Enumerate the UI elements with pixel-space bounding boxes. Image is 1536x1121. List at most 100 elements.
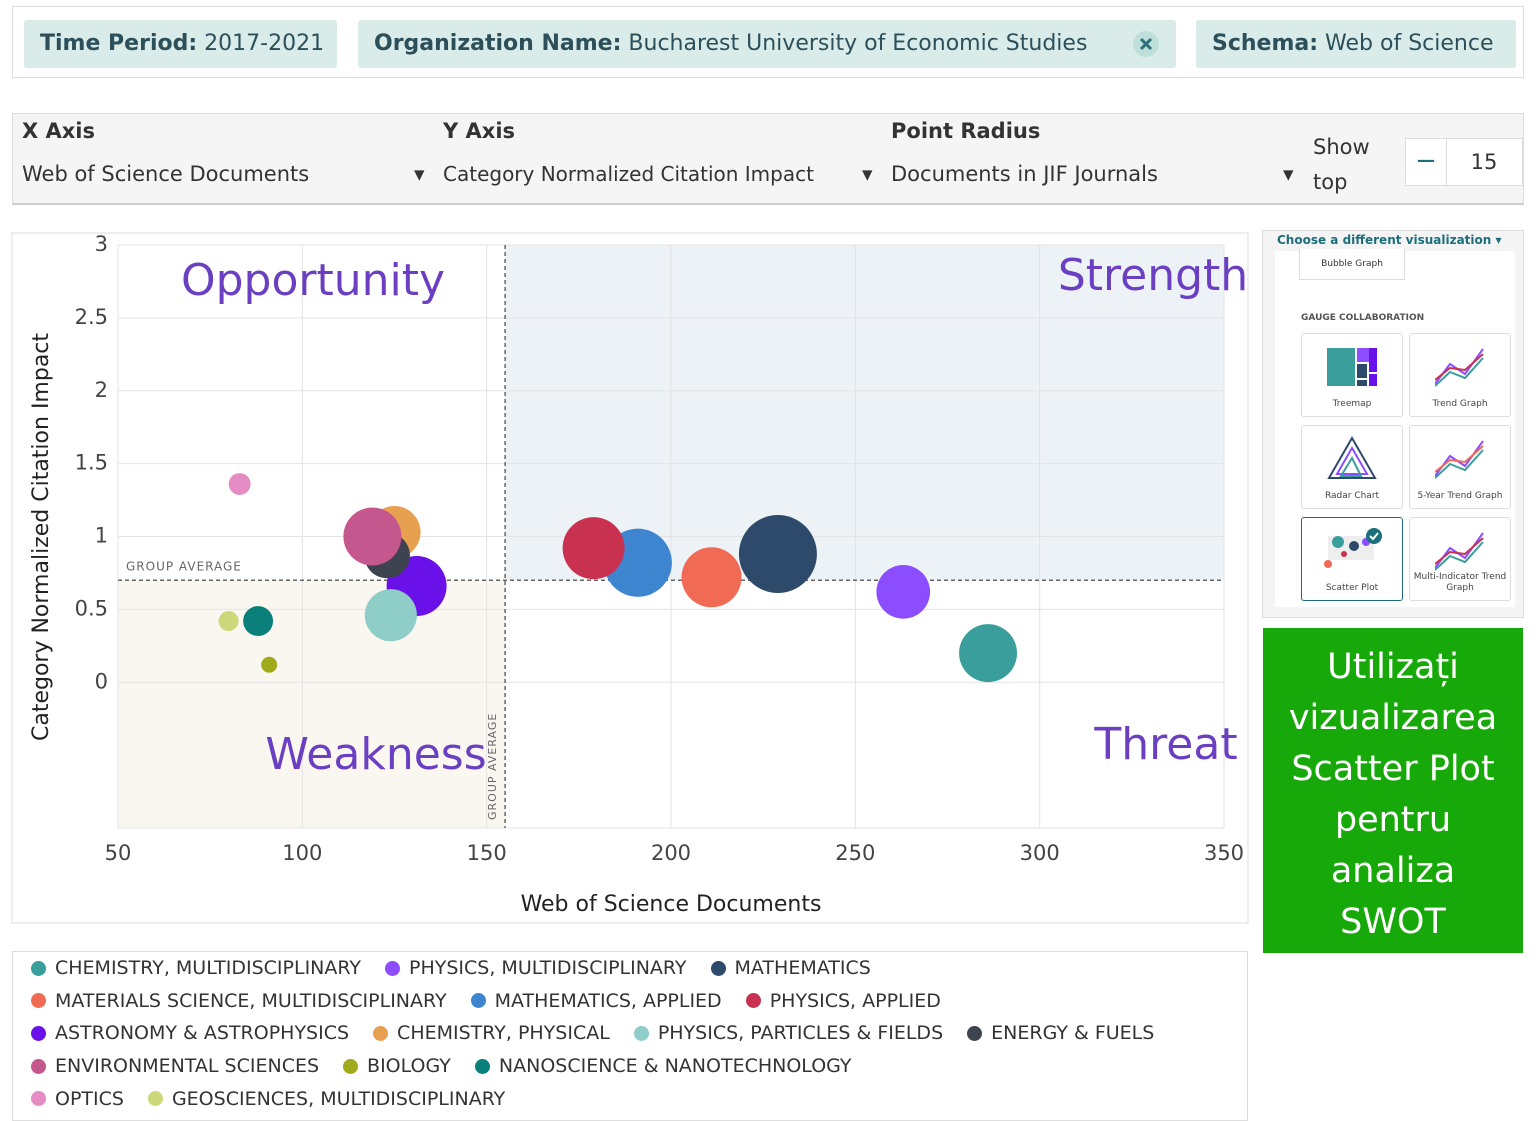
panel-title[interactable]: Choose a different visualization ▾ bbox=[1277, 233, 1502, 247]
legend-swatch bbox=[31, 993, 46, 1009]
y-tick-label: 1 bbox=[95, 524, 108, 548]
legend-label: PHYSICS, PARTICLES & FIELDS bbox=[657, 1022, 944, 1045]
legend-label: GEOSCIENCES, MULTIDISCIPLINARY bbox=[171, 1087, 506, 1110]
filter-label: Schema: bbox=[1212, 31, 1319, 56]
filter-bar bbox=[12, 6, 1524, 78]
legend-item[interactable]: CHEMISTRY, MULTIDISCIPLINARY bbox=[31, 952, 361, 985]
bubble bbox=[243, 606, 274, 637]
option-label: 5-Year Trend Graph bbox=[1417, 491, 1503, 501]
bubble bbox=[218, 611, 239, 632]
dropdown-arrow[interactable]: ▾ bbox=[1283, 162, 1294, 186]
y-tick-label: 2 bbox=[95, 378, 108, 402]
legend-swatch bbox=[147, 1091, 163, 1107]
control-label: Y Axis bbox=[443, 119, 516, 143]
panel-title-text: Choose a different visualization bbox=[1277, 233, 1492, 247]
legend-label: ENVIRONMENTAL SCIENCES bbox=[55, 1055, 320, 1078]
x-axis-select[interactable]: Web of Science Documents bbox=[22, 162, 310, 186]
option-tile[interactable]: Multi-Indicator Trend Graph bbox=[1409, 517, 1511, 601]
section-label: GAUGE COLLABORATION bbox=[1301, 313, 1425, 323]
legend-label: MATERIALS SCIENCE, MULTIDISCIPLINARY bbox=[55, 989, 447, 1012]
option-tile[interactable]: Treemap bbox=[1301, 333, 1403, 417]
legend-label: MATHEMATICS, APPLIED bbox=[494, 989, 722, 1012]
filter-value: Bucharest University of Economic Studies bbox=[628, 31, 1088, 56]
legend-swatch bbox=[31, 1091, 46, 1107]
legend-swatch bbox=[343, 1058, 359, 1074]
legend-swatch bbox=[633, 1025, 649, 1041]
option-label: Multi-Indicator Trend Graph bbox=[1413, 572, 1507, 593]
show-top-label: Show top bbox=[1313, 135, 1370, 194]
option-tile[interactable]: Radar Chart bbox=[1301, 425, 1403, 509]
legend-swatch bbox=[385, 960, 400, 976]
legend-item[interactable]: PHYSICS, PARTICLES & FIELDS bbox=[633, 1017, 944, 1050]
legend-label: MATHEMATICS bbox=[734, 957, 871, 980]
filter-chip[interactable]: Schema: Web of Science bbox=[1196, 20, 1516, 68]
legend-label: BIOLOGY bbox=[367, 1055, 451, 1078]
filter-value: 2017-2021 bbox=[204, 31, 325, 56]
callout: Utilizați vizualizarea Scatter Plot pent… bbox=[1263, 628, 1523, 953]
option-tile-selected[interactable]: Scatter Plot bbox=[1301, 517, 1403, 601]
filter-chip[interactable]: Organization Name: Bucharest University … bbox=[358, 20, 1176, 68]
group-average-label: GROUP AVERAGE bbox=[126, 560, 242, 574]
option-label: Radar Chart bbox=[1324, 491, 1380, 501]
option-tile[interactable]: 5-Year Trend Graph bbox=[1409, 425, 1511, 509]
show-top-value[interactable]: 15 bbox=[1470, 150, 1498, 174]
x-axis-label: Web of Science Documents bbox=[521, 892, 822, 917]
quadrant-strength bbox=[505, 245, 1225, 581]
legend-item[interactable]: PHYSICS, APPLIED bbox=[745, 985, 941, 1018]
x-tick-label: 350 bbox=[1204, 841, 1244, 865]
legend-item[interactable]: MATERIALS SCIENCE, MULTIDISCIPLINARY bbox=[31, 985, 447, 1018]
filter-chip[interactable]: Time Period: 2017-2021 bbox=[24, 20, 337, 68]
callout-text: Utilizați vizualizarea Scatter Plot pent… bbox=[1288, 647, 1498, 942]
legend: CHEMISTRY, MULTIDISCIPLINARY PHYSICS, MUL… bbox=[12, 951, 1248, 1121]
legend-label: CHEMISTRY, MULTIDISCIPLINARY bbox=[55, 957, 361, 980]
option-label: Trend Graph bbox=[1432, 399, 1488, 409]
x-tick-label: 250 bbox=[835, 841, 875, 865]
legend-item[interactable]: BIOLOGY bbox=[343, 1050, 451, 1083]
legend-swatch bbox=[967, 1025, 983, 1041]
quadrant-label: Strength bbox=[1058, 250, 1248, 301]
quadrant-weakness bbox=[118, 580, 506, 828]
quadrant-label: Opportunity bbox=[181, 255, 445, 306]
dropdown-arrow[interactable]: ▾ bbox=[862, 162, 873, 186]
y-axis-label: Category Normalized Citation Impact bbox=[29, 333, 54, 741]
legend-swatch bbox=[745, 993, 761, 1009]
y-tick-label: 0.5 bbox=[75, 596, 108, 620]
x-tick-label: 50 bbox=[105, 841, 132, 865]
remove-icon[interactable] bbox=[1132, 30, 1160, 58]
bubble bbox=[959, 624, 1018, 683]
legend-item[interactable]: MATHEMATICS bbox=[710, 952, 871, 985]
legend-swatch bbox=[474, 1058, 490, 1074]
y-tick-label: 0 bbox=[95, 669, 108, 693]
axis-controls bbox=[12, 113, 1524, 205]
legend-item[interactable]: OPTICS bbox=[31, 1082, 124, 1115]
stepper: − 15 bbox=[1405, 138, 1523, 186]
legend-item[interactable]: NANOSCIENCE & NANOTECHNOLOGY bbox=[474, 1050, 852, 1083]
option-tile[interactable]: Bubble Graph bbox=[1299, 249, 1405, 280]
bubble bbox=[228, 473, 251, 495]
option-label: Scatter Plot bbox=[1325, 583, 1379, 593]
y-tick-label: 1.5 bbox=[75, 451, 108, 475]
decrement-button[interactable]: − bbox=[1406, 139, 1447, 185]
filter-label: Time Period: bbox=[40, 31, 198, 56]
legend-item[interactable]: ENVIRONMENTAL SCIENCES bbox=[31, 1050, 319, 1083]
legend-item[interactable]: CHEMISTRY, PHYSICAL bbox=[373, 1017, 610, 1050]
legend-swatch bbox=[470, 993, 486, 1009]
radius-select[interactable]: Documents in JIF Journals bbox=[891, 162, 1158, 186]
bubble bbox=[364, 589, 417, 642]
legend-item[interactable]: PHYSICS, MULTIDISCIPLINARY bbox=[385, 952, 687, 985]
legend-item[interactable]: GEOSCIENCES, MULTIDISCIPLINARY bbox=[147, 1082, 506, 1115]
legend-label: CHEMISTRY, PHYSICAL bbox=[397, 1022, 610, 1045]
y-axis-select[interactable]: Category Normalized Citation Impact bbox=[443, 162, 814, 186]
group-average-label: GROUP AVERAGE bbox=[486, 713, 499, 820]
dropdown-arrow[interactable]: ▾ bbox=[414, 162, 425, 186]
option-tile[interactable]: Trend Graph bbox=[1409, 333, 1511, 417]
legend-item[interactable]: ASTRONOMY & ASTROPHYSICS bbox=[31, 1017, 349, 1050]
legend-label: ENERGY & FUELS bbox=[991, 1022, 1155, 1045]
legend-label: PHYSICS, APPLIED bbox=[769, 989, 941, 1012]
x-tick-label: 300 bbox=[1020, 841, 1060, 865]
legend-item[interactable]: MATHEMATICS, APPLIED bbox=[470, 985, 722, 1018]
legend-label: OPTICS bbox=[55, 1087, 124, 1110]
legend-item[interactable]: ENERGY & FUELS bbox=[967, 1017, 1154, 1050]
